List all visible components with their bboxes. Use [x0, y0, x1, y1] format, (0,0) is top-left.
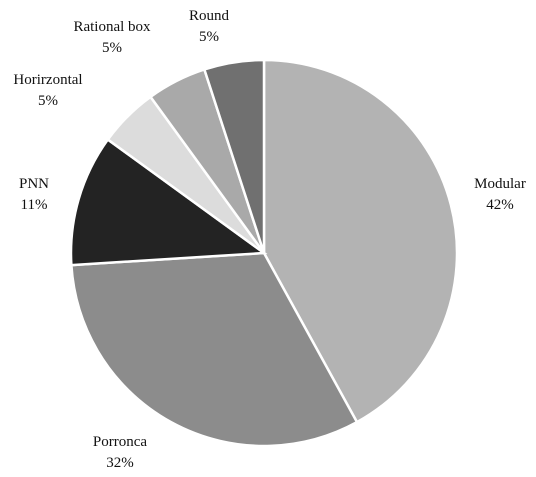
slice-label: Porronca	[93, 434, 147, 450]
pie-slice	[69, 137, 268, 267]
slice-label: Horirzontal	[13, 72, 82, 88]
pie-slice	[262, 58, 459, 424]
pie-slice	[202, 58, 266, 254]
slice-label: Rational box	[73, 19, 151, 35]
slice-value: 5%	[38, 93, 58, 109]
slice-value: 32%	[106, 455, 134, 471]
pie-slice	[70, 251, 359, 448]
slice-label: PNN	[19, 176, 49, 192]
slice-label: Modular	[474, 176, 526, 192]
slice-value: 5%	[199, 29, 219, 45]
slice-value: 5%	[102, 40, 122, 56]
slice-value: 42%	[486, 197, 514, 213]
slice-value: 11%	[21, 197, 48, 213]
slice-label: Round	[189, 8, 230, 24]
